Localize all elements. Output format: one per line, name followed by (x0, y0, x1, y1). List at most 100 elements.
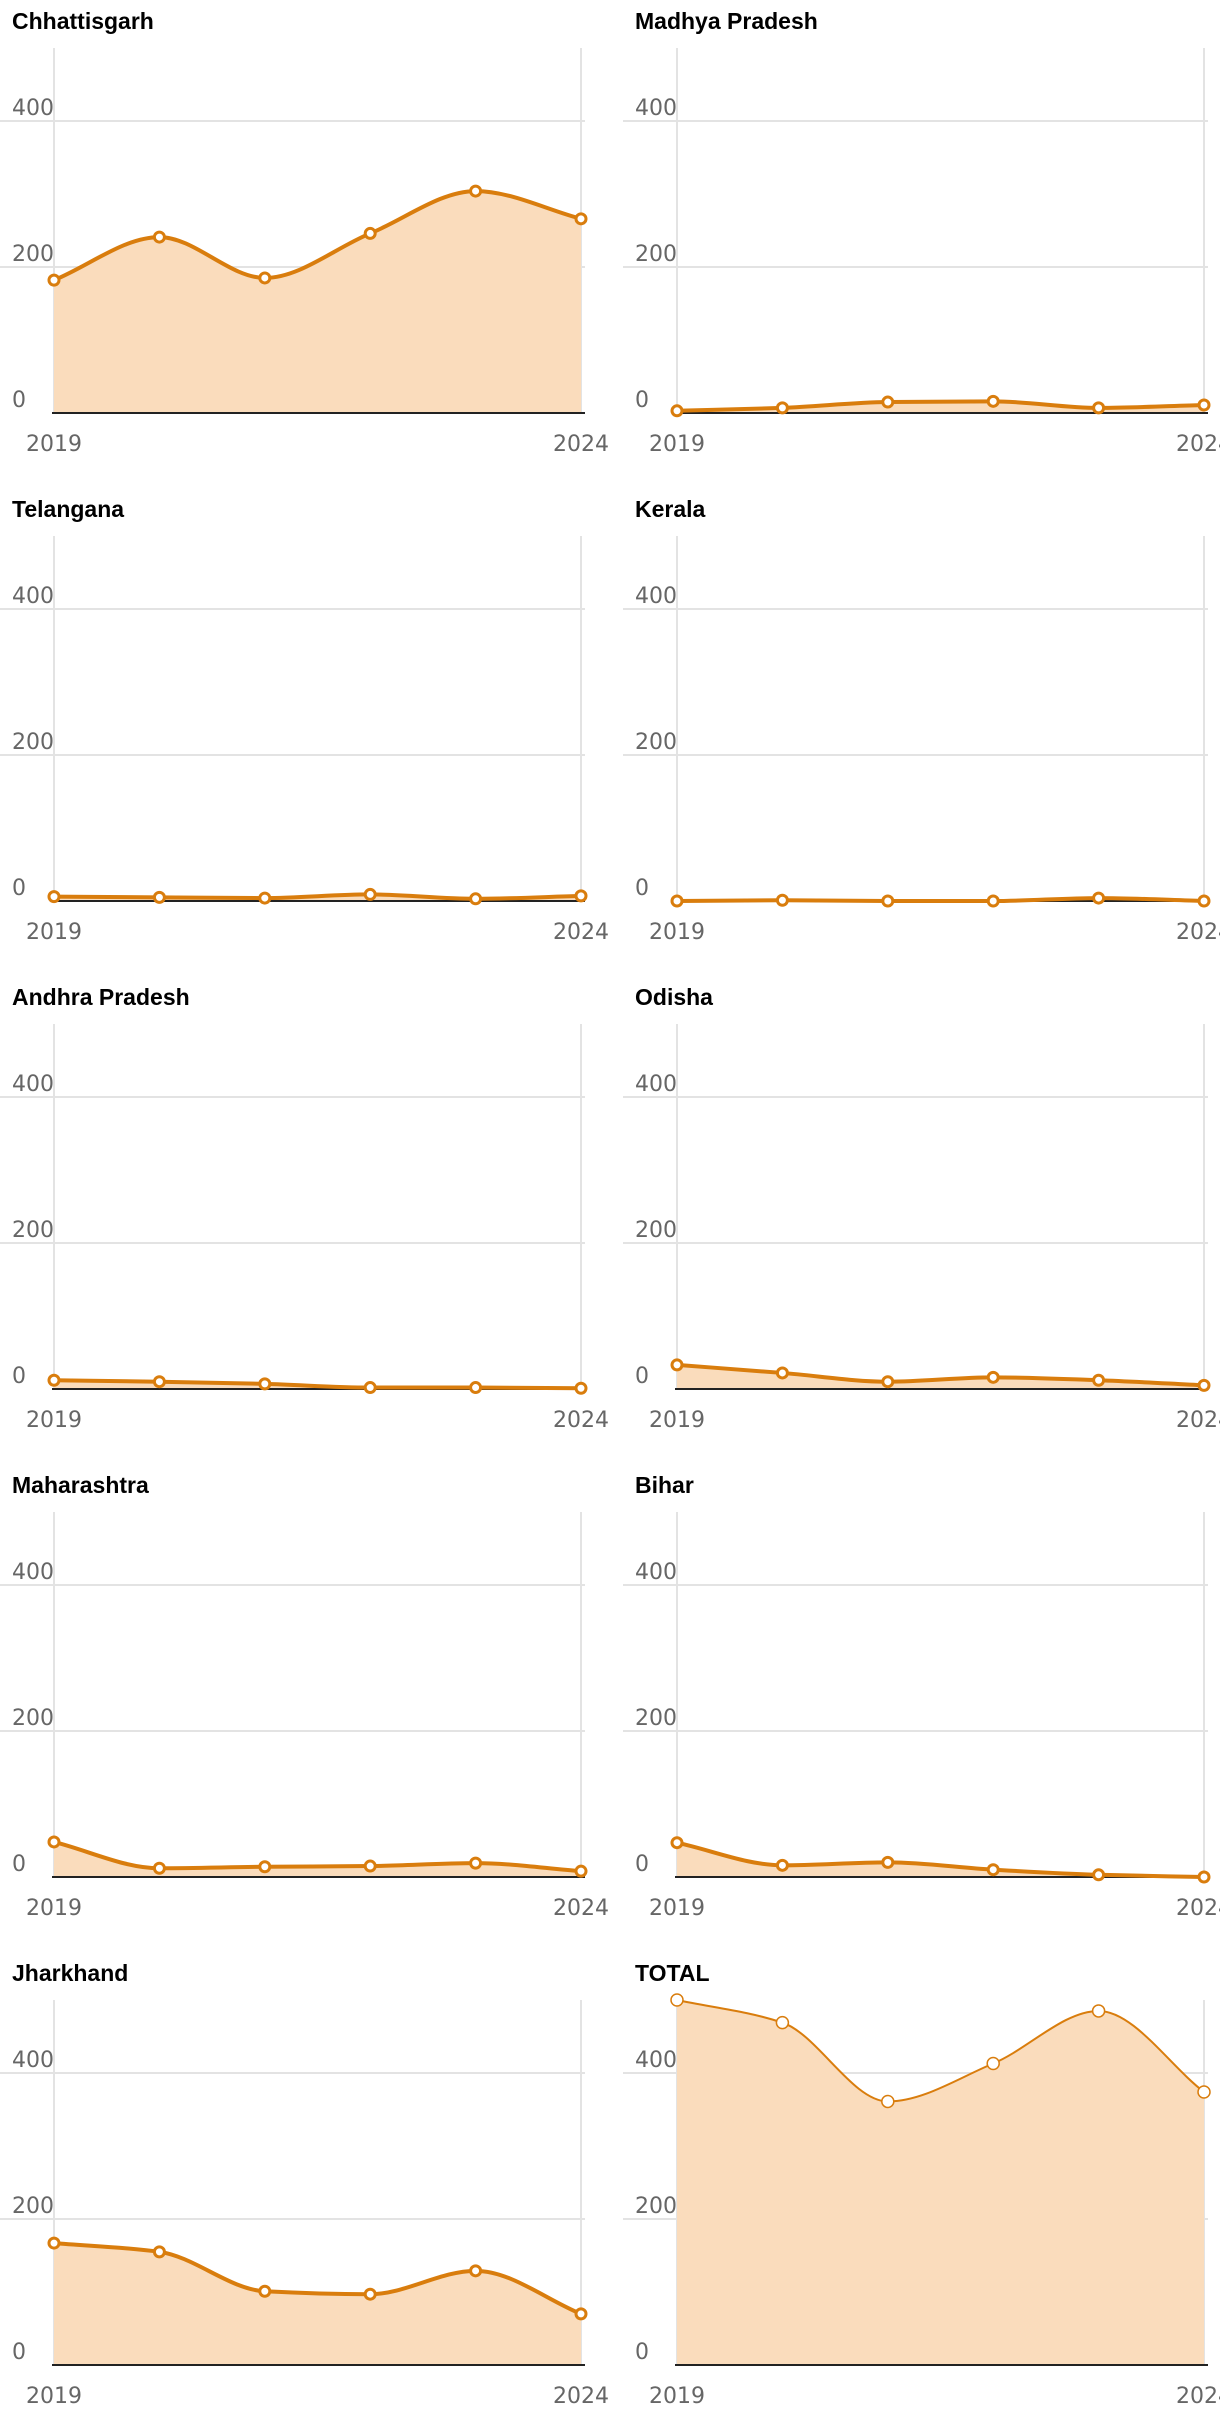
chart-svg-kerala: 0 200 400 2019 2024 (623, 536, 1220, 945)
data-point (1197, 894, 1211, 908)
data-point (47, 2236, 61, 2250)
x-tick-label: 2024 (1176, 920, 1220, 945)
data-point (881, 1855, 895, 1869)
x-tick-label: 2024 (1176, 1896, 1220, 1921)
chart-title: Odisha (635, 984, 713, 1010)
chart-svg-jharkhand: 0 200 400 2019 2024 (0, 2000, 609, 2409)
series-line (676, 399, 1205, 413)
x-tick-label: 2024 (553, 1408, 609, 1433)
y-tick-label: 0 (635, 2340, 649, 2365)
y-tick-label: 200 (635, 730, 677, 755)
x-tick-label: 2019 (649, 920, 705, 945)
data-point (775, 893, 789, 907)
y-tick-label: 0 (12, 876, 26, 901)
data-point (1092, 891, 1106, 905)
y-tick-label: 0 (635, 876, 649, 901)
y-tick-label: 0 (12, 388, 26, 413)
x-tick-label: 2019 (26, 920, 82, 945)
series-line (53, 2241, 582, 2316)
chart-svg-andhra-pradesh: 0 200 400 2019 2024 (0, 1024, 609, 1433)
y-tick-label: 200 (12, 242, 54, 267)
y-tick-label: 0 (12, 2340, 26, 2365)
data-point (47, 1835, 61, 1849)
chart-title: TOTAL (635, 1960, 710, 1986)
y-tick-label: 400 (635, 1560, 677, 1585)
data-point (152, 2245, 166, 2259)
chart-svg-maharashtra: 0 200 400 2019 2024 (0, 1512, 609, 1921)
chart-title: Telangana (12, 496, 125, 522)
data-point (258, 1377, 272, 1391)
data-point (881, 395, 895, 409)
series-line (53, 1378, 582, 1391)
y-tick-label: 400 (635, 2048, 677, 2073)
x-tick-label: 2019 (649, 1408, 705, 1433)
chart-panel-kerala: Kerala 0 200 400 2019 2024 (623, 488, 1220, 972)
data-point (47, 273, 61, 287)
chart-svg-chhattisgarh: 0 200 400 2019 2024 (0, 48, 609, 457)
x-tick-label: 2019 (649, 1896, 705, 1921)
y-tick-label: 0 (635, 388, 649, 413)
y-tick-label: 400 (635, 584, 677, 609)
series-line (676, 896, 1205, 903)
chart-panel-bihar: Bihar 0 200 400 2019 2024 (623, 1464, 1220, 1948)
series-area (54, 191, 581, 413)
data-point (881, 1375, 895, 1389)
data-point (363, 887, 377, 901)
x-tick-label: 2024 (553, 2384, 609, 2409)
series-line (53, 892, 582, 901)
chart-panel-chhattisgarh: Chhattisgarh 0 200 400 2019 2024 (0, 0, 609, 484)
chart-title: Bihar (635, 1472, 694, 1498)
data-point (881, 894, 895, 908)
x-tick-label: 2019 (649, 2384, 705, 2409)
data-point (670, 1836, 684, 1850)
y-tick-label: 0 (12, 1852, 26, 1877)
series-line (676, 1840, 1205, 1879)
y-tick-label: 200 (635, 2194, 677, 2219)
y-tick-label: 200 (12, 2194, 54, 2219)
series-line (53, 1840, 582, 1874)
series-area (677, 401, 1204, 413)
series-area (677, 1842, 1204, 1877)
x-tick-label: 2024 (553, 920, 609, 945)
data-point (986, 1863, 1000, 1877)
chart-panel-odisha: Odisha 0 200 400 2019 2024 (623, 976, 1220, 1460)
data-point (152, 890, 166, 904)
chart-title: Madhya Pradesh (635, 8, 818, 34)
x-tick-label: 2019 (26, 2384, 82, 2409)
chart-svg-bihar: 0 200 400 2019 2024 (623, 1512, 1220, 1921)
data-point (775, 1858, 789, 1872)
data-point (670, 1993, 684, 2007)
data-point (986, 394, 1000, 408)
series-area (54, 2243, 581, 2365)
y-tick-label: 200 (635, 1706, 677, 1731)
data-point (469, 184, 483, 198)
chart-svg-total: 0 200 400 2019 2024 (623, 1993, 1220, 2409)
data-point (1092, 1868, 1106, 1882)
x-tick-label: 2024 (1176, 1408, 1220, 1433)
data-point (47, 1373, 61, 1387)
y-tick-label: 400 (635, 1072, 677, 1097)
data-point (574, 212, 588, 226)
data-point (469, 892, 483, 906)
data-point (1197, 1378, 1211, 1392)
data-point (1197, 398, 1211, 412)
data-point (152, 1861, 166, 1875)
y-tick-label: 0 (635, 1852, 649, 1877)
data-point (881, 2094, 895, 2109)
data-point (775, 401, 789, 415)
series-line (676, 1362, 1205, 1388)
data-point (574, 1864, 588, 1878)
series-area (677, 2000, 1204, 2365)
chart-panel-andhra-pradesh: Andhra Pradesh 0 200 400 2019 2024 (0, 976, 609, 1460)
data-point (1092, 401, 1106, 415)
series-area (54, 1841, 581, 1877)
data-point (670, 1358, 684, 1372)
data-point (363, 2287, 377, 2301)
data-point (670, 894, 684, 908)
data-point (258, 891, 272, 905)
data-point (986, 1370, 1000, 1384)
y-tick-label: 200 (12, 730, 54, 755)
x-tick-label: 2024 (553, 432, 609, 457)
x-tick-label: 2024 (1176, 2384, 1220, 2409)
data-point (258, 2284, 272, 2298)
